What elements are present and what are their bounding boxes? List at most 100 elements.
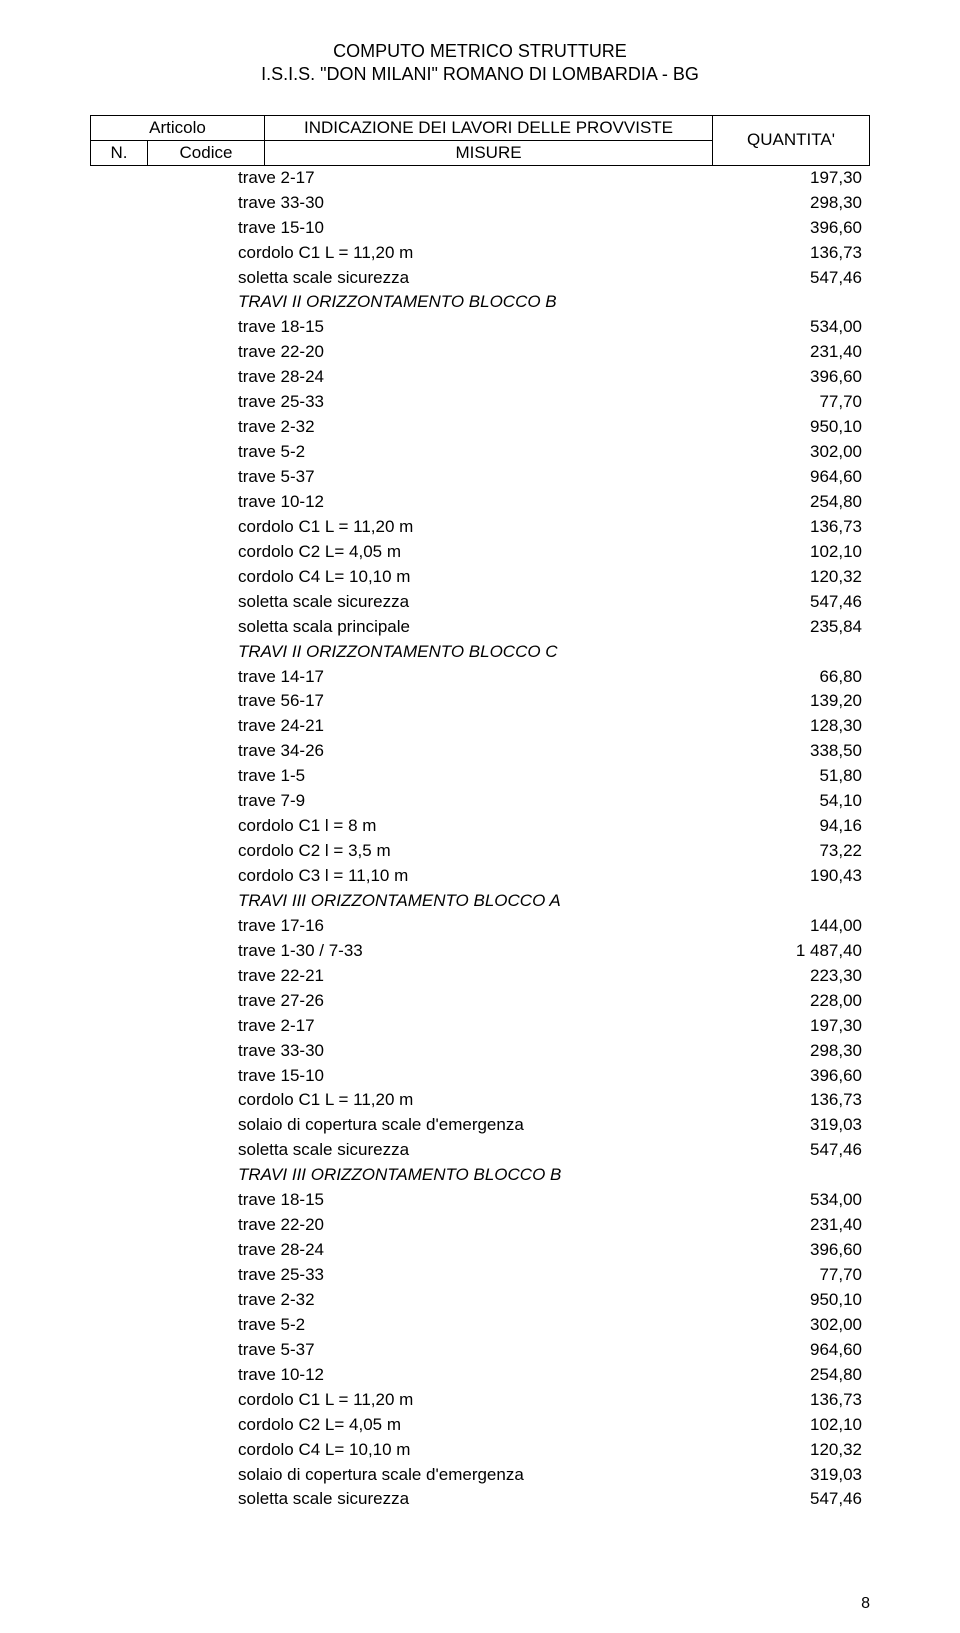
row-value: 396,60: [722, 365, 870, 390]
row-lead: [90, 465, 238, 490]
table-row: solaio di copertura scale d'emergenza319…: [90, 1463, 870, 1488]
row-value: 190,43: [722, 864, 870, 889]
row-value: 396,60: [722, 216, 870, 241]
row-lead: [90, 1463, 238, 1488]
row-label: trave 2-17: [238, 166, 722, 191]
table-row: trave 1-551,80: [90, 764, 870, 789]
header-misure: MISURE: [265, 140, 713, 165]
row-label: soletta scale sicurezza: [238, 1138, 722, 1163]
row-lead: [90, 839, 238, 864]
row-lead: [90, 615, 238, 640]
row-label: cordolo C4 L= 10,10 m: [238, 1438, 722, 1463]
row-label: trave 2-32: [238, 1288, 722, 1313]
row-label: cordolo C2 L= 4,05 m: [238, 1413, 722, 1438]
row-lead: [90, 1438, 238, 1463]
table-row: trave 2-32950,10: [90, 415, 870, 440]
row-label: soletta scale sicurezza: [238, 590, 722, 615]
row-value: 197,30: [722, 1014, 870, 1039]
row-value: 136,73: [722, 1088, 870, 1113]
row-value: 547,46: [722, 1138, 870, 1163]
row-value: [722, 1163, 870, 1188]
row-value: 950,10: [722, 1288, 870, 1313]
table-row: TRAVI II ORIZZONTAMENTO BLOCCO C: [90, 640, 870, 665]
row-label: trave 22-21: [238, 964, 722, 989]
row-value: 136,73: [722, 1388, 870, 1413]
table-row: trave 33-30298,30: [90, 191, 870, 216]
table-row: trave 5-2302,00: [90, 1313, 870, 1338]
row-value: 139,20: [722, 689, 870, 714]
row-lead: [90, 1413, 238, 1438]
doc-title-line1: COMPUTO METRICO STRUTTURE: [90, 40, 870, 63]
row-label: trave 7-9: [238, 789, 722, 814]
row-label: trave 33-30: [238, 191, 722, 216]
row-lead: [90, 665, 238, 690]
table-row: cordolo C4 L= 10,10 m120,32: [90, 1438, 870, 1463]
table-row: soletta scale sicurezza547,46: [90, 1138, 870, 1163]
row-value: 77,70: [722, 1263, 870, 1288]
row-lead: [90, 1487, 238, 1512]
row-label: soletta scale sicurezza: [238, 1487, 722, 1512]
table-row: TRAVI II ORIZZONTAMENTO BLOCCO B: [90, 290, 870, 315]
row-lead: [90, 1039, 238, 1064]
row-lead: [90, 241, 238, 266]
row-label: solaio di copertura scale d'emergenza: [238, 1463, 722, 1488]
row-lead: [90, 739, 238, 764]
table-row: trave 33-30298,30: [90, 1039, 870, 1064]
row-lead: [90, 1388, 238, 1413]
row-lead: [90, 714, 238, 739]
row-label: trave 2-32: [238, 415, 722, 440]
row-label: trave 34-26: [238, 739, 722, 764]
row-lead: [90, 540, 238, 565]
row-label: trave 25-33: [238, 1263, 722, 1288]
row-lead: [90, 964, 238, 989]
table-row: solaio di copertura scale d'emergenza319…: [90, 1113, 870, 1138]
row-value: 77,70: [722, 390, 870, 415]
row-value: 231,40: [722, 340, 870, 365]
table-row: trave 22-21223,30: [90, 964, 870, 989]
row-lead: [90, 315, 238, 340]
row-value: 254,80: [722, 490, 870, 515]
row-value: 136,73: [722, 241, 870, 266]
row-lead: [90, 1263, 238, 1288]
row-value: 1 487,40: [722, 939, 870, 964]
table-row: trave 18-15534,00: [90, 1188, 870, 1213]
table-row: cordolo C1 L = 11,20 m136,73: [90, 1088, 870, 1113]
row-value: [722, 889, 870, 914]
row-label: cordolo C3 l = 11,10 m: [238, 864, 722, 889]
row-label: trave 22-20: [238, 1213, 722, 1238]
row-value: 396,60: [722, 1238, 870, 1263]
table-row: trave 10-12254,80: [90, 490, 870, 515]
table-row: trave 2-17197,30: [90, 166, 870, 191]
row-label: cordolo C2 L= 4,05 m: [238, 540, 722, 565]
row-lead: [90, 365, 238, 390]
row-label: trave 1-30 / 7-33: [238, 939, 722, 964]
row-lead: [90, 191, 238, 216]
row-lead: [90, 1238, 238, 1263]
row-label: solaio di copertura scale d'emergenza: [238, 1113, 722, 1138]
table-row: trave 18-15534,00: [90, 315, 870, 340]
document-page: COMPUTO METRICO STRUTTURE I.S.I.S. "DON …: [0, 0, 960, 1633]
row-label: cordolo C4 L= 10,10 m: [238, 565, 722, 590]
row-label: trave 10-12: [238, 490, 722, 515]
table-row: trave 28-24396,60: [90, 365, 870, 390]
table-row: trave 22-20231,40: [90, 340, 870, 365]
table-row: trave 2-32950,10: [90, 1288, 870, 1313]
row-lead: [90, 864, 238, 889]
row-value: 547,46: [722, 590, 870, 615]
header-indicazione-top: INDICAZIONE DEI LAVORI DELLE PROVVISTE: [265, 115, 713, 140]
row-value: 228,00: [722, 989, 870, 1014]
row-value: 319,03: [722, 1113, 870, 1138]
row-label: trave 10-12: [238, 1363, 722, 1388]
row-value: 102,10: [722, 1413, 870, 1438]
row-value: 66,80: [722, 665, 870, 690]
row-label: soletta scala principale: [238, 615, 722, 640]
row-value: 319,03: [722, 1463, 870, 1488]
row-value: 302,00: [722, 1313, 870, 1338]
table-row: cordolo C3 l = 11,10 m190,43: [90, 864, 870, 889]
row-label: TRAVI II ORIZZONTAMENTO BLOCCO C: [238, 640, 722, 665]
row-value: 54,10: [722, 789, 870, 814]
row-value: 73,22: [722, 839, 870, 864]
row-lead: [90, 266, 238, 291]
doc-title: COMPUTO METRICO STRUTTURE I.S.I.S. "DON …: [90, 40, 870, 87]
row-lead: [90, 1088, 238, 1113]
